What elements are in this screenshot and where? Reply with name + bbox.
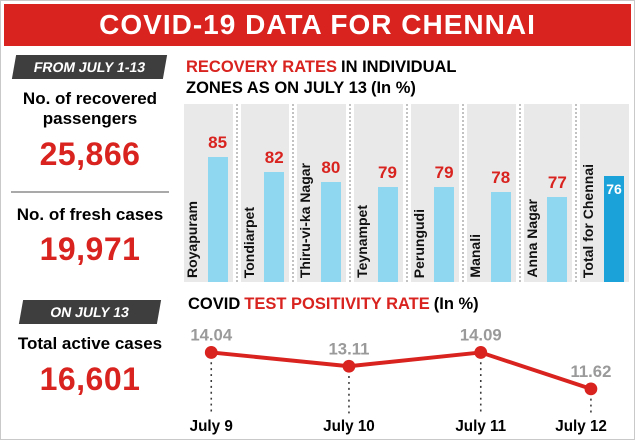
stat-label-active-cases: Total active cases xyxy=(17,334,163,354)
bar xyxy=(320,181,341,282)
stat-value-recovered: 25,866 xyxy=(39,135,141,172)
line-chart-title: COVID TEST POSITIVITY RATE (In %) xyxy=(188,294,627,315)
zone-label: Royapuram xyxy=(184,200,200,278)
x-axis-label: July 12 xyxy=(555,419,607,436)
bar xyxy=(264,171,285,282)
sidebar-divider xyxy=(10,190,170,193)
bar-value-label: 79 xyxy=(434,162,454,182)
data-point xyxy=(474,346,488,360)
bar-value-label: 78 xyxy=(491,167,511,187)
line-chart-svg: 14.04 July 9 13.11 July 10 14.09 July 11 11.62… xyxy=(190,326,612,436)
bar xyxy=(377,186,398,282)
header-banner: COVID-19 DATA FOR CHENNAI xyxy=(4,4,631,46)
bar-chart-title-unit: (In %) xyxy=(370,79,416,98)
line-chart: 14.04 July 9 13.11 July 10 14.09 July 11 11.62… xyxy=(186,319,627,439)
bar xyxy=(434,186,455,282)
x-axis-label: July 9 xyxy=(190,419,233,436)
bar-value-label: 77 xyxy=(547,172,567,192)
zone-label: Perungudi xyxy=(410,208,427,278)
stat-label-fresh-cases: No. of fresh cases xyxy=(16,204,164,224)
line-chart-title-highlight: TEST POSITIVITY RATE xyxy=(244,295,430,313)
bar-chart: Royapuram 85 Tondiarpet 82 Thiru-vi-ka Nagar… xyxy=(184,103,629,282)
x-axis-label: July 10 xyxy=(323,419,375,436)
data-point xyxy=(204,346,218,360)
bar xyxy=(207,156,228,282)
column-divider xyxy=(518,103,521,282)
bar-column: Manali 78 xyxy=(467,103,516,282)
stat-value-fresh-cases: 19,971 xyxy=(39,231,141,268)
bar-chart-title: RECOVERY RATES IN INDIVIDUAL ZONES AS ON … xyxy=(186,57,516,100)
zone-label: Total for Chennai xyxy=(580,163,597,278)
bar-value-label: 82 xyxy=(264,147,284,167)
sidebar: FROM JULY 1-13 No. of recovered passenge… xyxy=(4,51,176,439)
zone-label: Manali xyxy=(467,234,484,278)
date-badge-on-july: ON JULY 13 xyxy=(19,300,161,325)
point-value-label: 11.62 xyxy=(570,362,611,381)
bar-value-label: 80 xyxy=(321,157,341,177)
column-divider xyxy=(235,103,238,282)
line-chart-panel: COVID TEST POSITIVITY RATE (In %) 14.04 Jul… xyxy=(182,288,631,439)
column-divider xyxy=(292,103,295,282)
bar-column: Royapuram 85 xyxy=(184,103,233,282)
bar-column: Thiru-vi-ka Nagar 80 xyxy=(297,103,346,282)
bar-value-label: 76 xyxy=(604,175,624,202)
bar-column: Anna Nagar 77 xyxy=(523,103,573,282)
line-chart-title-prefix: COVID xyxy=(188,295,241,313)
stat-value-active-cases: 16,601 xyxy=(39,360,141,397)
column-divider xyxy=(575,103,578,282)
charts-column: RECOVERY RATES IN INDIVIDUAL ZONES AS ON … xyxy=(182,51,631,439)
zone-label: Tondiarpet xyxy=(240,206,257,278)
line-chart-title-unit: (In %) xyxy=(433,295,479,313)
content-area: FROM JULY 1-13 No. of recovered passenge… xyxy=(4,51,631,436)
bar-column: Tondiarpet 82 xyxy=(240,103,290,282)
stat-label-recovered: No. of recovered passengers xyxy=(22,89,158,129)
zone-label: Anna Nagar xyxy=(523,199,540,278)
bar xyxy=(547,196,568,282)
zone-label: Thiru-vi-ka Nagar xyxy=(297,162,314,278)
data-point xyxy=(584,382,598,396)
bar-chart-title-rest: IN INDIVIDUAL ZONES AS ON JULY 13 xyxy=(186,58,457,98)
page-title: COVID-19 DATA FOR CHENNAI xyxy=(99,9,536,40)
trend-line xyxy=(211,350,592,392)
date-badge-from-july: FROM JULY 1-13 xyxy=(12,55,168,79)
bar-column: Perungudi 79 xyxy=(410,103,460,282)
bar-value-label: 79 xyxy=(378,162,397,182)
bar-column: Total for Chennai 76 xyxy=(580,103,629,282)
bar-column: Teynampet 79 xyxy=(353,103,403,282)
column-divider xyxy=(405,103,408,282)
bar xyxy=(604,201,624,282)
point-value-label: 13.11 xyxy=(328,340,369,359)
zone-label: Teynampet xyxy=(353,205,370,278)
column-divider xyxy=(348,103,351,282)
point-value-label: 14.04 xyxy=(190,326,233,345)
point-value-label: 14.09 xyxy=(460,326,502,345)
data-point xyxy=(342,360,356,374)
bar xyxy=(490,191,511,282)
bar-value-label: 85 xyxy=(208,132,228,152)
column-divider xyxy=(462,103,465,282)
bar-chart-title-highlight: RECOVERY RATES xyxy=(186,58,337,76)
bar-chart-panel: RECOVERY RATES IN INDIVIDUAL ZONES AS ON … xyxy=(182,51,631,282)
x-axis-label: July 11 xyxy=(455,419,506,436)
